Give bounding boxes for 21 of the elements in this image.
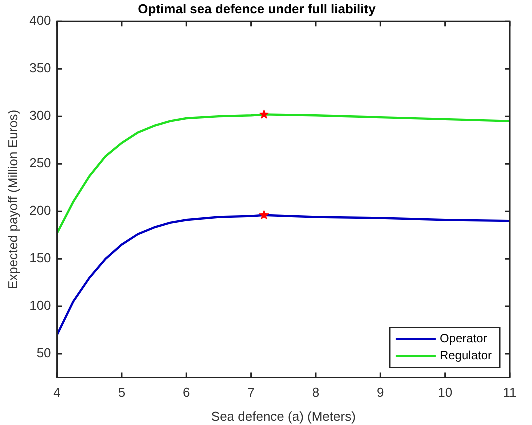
y-tick-label: 100 xyxy=(30,298,52,314)
x-tick-label: 8 xyxy=(312,385,320,400)
x-tick-label: 10 xyxy=(438,385,453,400)
legend-label: Operator xyxy=(440,332,488,346)
x-tick-label: 11 xyxy=(503,385,517,400)
y-tick-label: 300 xyxy=(30,108,52,124)
y-axis-title: Expected payoff (Million Euros) xyxy=(5,110,20,290)
y-tick-label: 250 xyxy=(30,156,52,171)
legend-label: Regulator xyxy=(440,348,492,363)
y-tick-label: 400 xyxy=(30,13,52,28)
y-tick-label: 200 xyxy=(30,203,52,218)
y-tick-label: 150 xyxy=(30,250,52,266)
y-tick-label: 50 xyxy=(36,346,52,361)
x-tick-label: 5 xyxy=(118,385,126,400)
y-tick-label: 350 xyxy=(30,60,52,76)
x-tick-label: 6 xyxy=(183,385,190,400)
x-tick-label: 4 xyxy=(54,385,61,400)
x-axis-title: Sea defence (a) (Meters) xyxy=(211,408,356,424)
x-tick-label: 7 xyxy=(248,385,255,400)
x-tick-label: 9 xyxy=(377,385,384,400)
chart-title: Optimal sea defence under full liability xyxy=(138,1,377,16)
